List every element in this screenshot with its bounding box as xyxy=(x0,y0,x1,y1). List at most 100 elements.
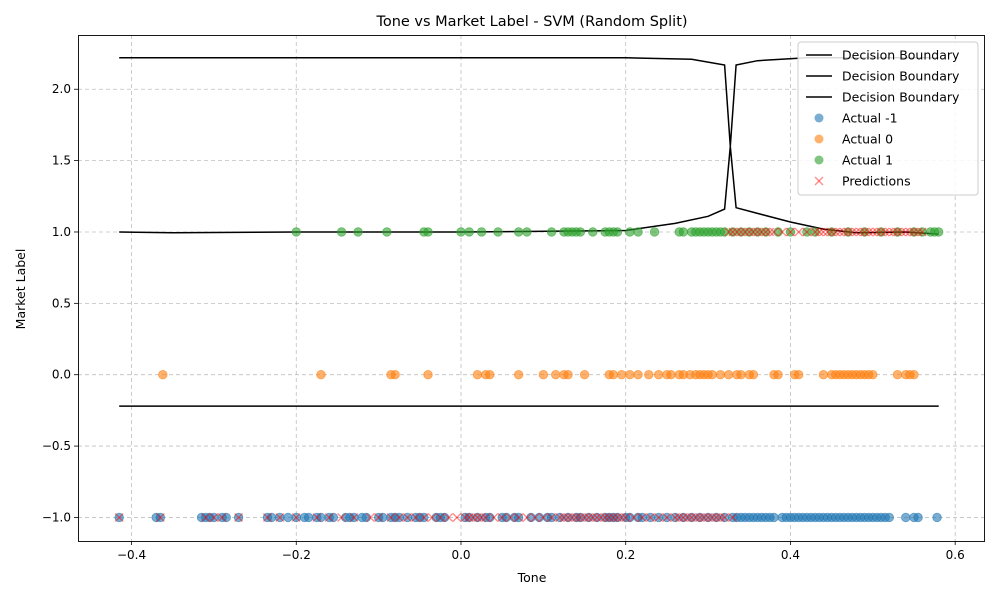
point-actual-1 xyxy=(934,227,944,237)
point-actual-0 xyxy=(608,370,619,380)
point-prediction xyxy=(514,512,524,522)
decision-boundary-line xyxy=(119,146,939,235)
point-prediction xyxy=(452,512,462,522)
legend-label: Actual -1 xyxy=(842,111,898,126)
point-actual-0 xyxy=(818,370,829,380)
x-axis-label: Tone xyxy=(517,570,547,585)
point-prediction xyxy=(337,512,347,522)
plot-frame xyxy=(78,35,985,542)
legend-swatch-circle xyxy=(814,134,824,144)
point-prediction xyxy=(217,512,227,522)
point-prediction xyxy=(468,512,478,522)
point-prediction xyxy=(654,512,664,522)
point-prediction xyxy=(114,512,124,522)
legend-item: Actual 0 xyxy=(814,132,893,147)
point-prediction xyxy=(596,512,606,522)
point-prediction xyxy=(678,512,688,522)
point-prediction xyxy=(728,512,738,522)
point-actual-1 xyxy=(843,227,853,237)
point-actual-0 xyxy=(653,370,664,380)
y-tick-label: 2.0 xyxy=(52,82,71,96)
point-prediction xyxy=(481,512,491,522)
point-prediction xyxy=(477,512,487,522)
point-prediction xyxy=(563,512,573,522)
legend-swatch-circle xyxy=(814,113,824,123)
point-actual-1 xyxy=(773,227,783,237)
point-actual-1 xyxy=(785,227,796,237)
legend-item: Decision Boundary xyxy=(806,69,960,84)
point-actual-0 xyxy=(633,370,643,380)
point-actual-0 xyxy=(538,370,549,380)
point-actual-0 xyxy=(625,370,635,380)
point-actual-1 xyxy=(513,227,524,237)
point-actual-neg1 xyxy=(419,512,429,523)
point-actual-1 xyxy=(353,227,363,237)
y-tick-label: 0.5 xyxy=(52,296,71,310)
point-prediction xyxy=(687,512,697,522)
point-prediction xyxy=(851,227,861,237)
point-prediction xyxy=(411,512,421,522)
point-actual-neg1 xyxy=(485,512,495,523)
point-actual-1 xyxy=(876,227,886,237)
point-prediction xyxy=(765,227,775,237)
point-actual-1 xyxy=(859,227,870,237)
point-prediction xyxy=(435,512,445,522)
point-prediction xyxy=(847,227,857,237)
point-prediction xyxy=(275,512,285,522)
point-prediction xyxy=(386,512,396,522)
point-actual-1 xyxy=(719,227,730,237)
point-prediction xyxy=(394,512,404,522)
point-prediction xyxy=(860,227,870,237)
point-prediction xyxy=(872,227,882,237)
point-prediction xyxy=(427,512,437,522)
point-prediction xyxy=(785,227,795,237)
legend-label: Actual 1 xyxy=(842,153,893,168)
point-prediction xyxy=(703,512,713,522)
point-prediction xyxy=(794,227,804,237)
point-prediction xyxy=(864,227,874,237)
point-prediction xyxy=(291,512,301,522)
point-actual-1 xyxy=(522,227,532,237)
point-prediction xyxy=(464,512,474,522)
point-prediction xyxy=(897,227,907,237)
point-actual-neg1 xyxy=(769,512,779,523)
point-actual-neg1 xyxy=(361,512,371,523)
point-actual-0 xyxy=(390,370,400,380)
point-prediction xyxy=(571,512,581,522)
point-prediction xyxy=(835,227,845,237)
point-actual-1 xyxy=(826,227,837,237)
point-actual-0 xyxy=(158,370,168,380)
point-prediction xyxy=(827,227,837,237)
point-actual-neg1 xyxy=(625,512,635,523)
point-prediction xyxy=(402,512,412,522)
point-prediction xyxy=(505,512,515,522)
point-prediction xyxy=(497,512,507,522)
point-prediction xyxy=(740,227,750,237)
point-prediction xyxy=(645,512,655,522)
legend-label: Decision Boundary xyxy=(842,69,960,84)
point-actual-neg1 xyxy=(901,512,911,523)
point-prediction xyxy=(670,512,680,522)
point-prediction xyxy=(724,227,734,237)
point-prediction xyxy=(810,227,820,237)
point-actual-neg1 xyxy=(303,512,314,523)
decision-boundaries xyxy=(119,57,939,407)
point-actual-neg1 xyxy=(534,512,544,523)
point-prediction xyxy=(744,227,754,237)
point-prediction xyxy=(777,227,787,237)
point-actual-0 xyxy=(773,370,783,380)
point-prediction xyxy=(802,227,812,237)
point-prediction xyxy=(855,227,865,237)
y-tick-label: 0.0 xyxy=(52,368,71,382)
point-prediction xyxy=(699,512,709,522)
legend-box xyxy=(797,41,979,196)
point-prediction xyxy=(901,227,911,237)
point-prediction xyxy=(559,512,569,522)
point-actual-neg1 xyxy=(884,512,894,523)
data-points xyxy=(114,227,944,523)
x-tick-label: 0.0 xyxy=(451,548,470,562)
point-actual-neg1 xyxy=(913,512,923,523)
x-tick-label: 0.2 xyxy=(616,548,635,562)
point-prediction xyxy=(637,512,647,522)
